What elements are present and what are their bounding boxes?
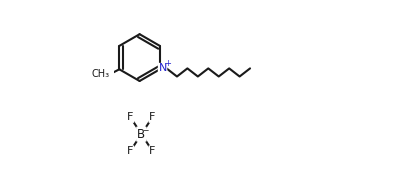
Text: F: F: [149, 146, 156, 156]
Text: F: F: [127, 112, 133, 122]
Text: F: F: [149, 112, 156, 122]
Text: F: F: [127, 146, 133, 156]
Text: +: +: [164, 59, 171, 68]
Text: N: N: [158, 63, 167, 73]
Text: CH₃: CH₃: [92, 69, 110, 79]
Text: B: B: [137, 128, 145, 141]
Text: −: −: [142, 126, 149, 135]
